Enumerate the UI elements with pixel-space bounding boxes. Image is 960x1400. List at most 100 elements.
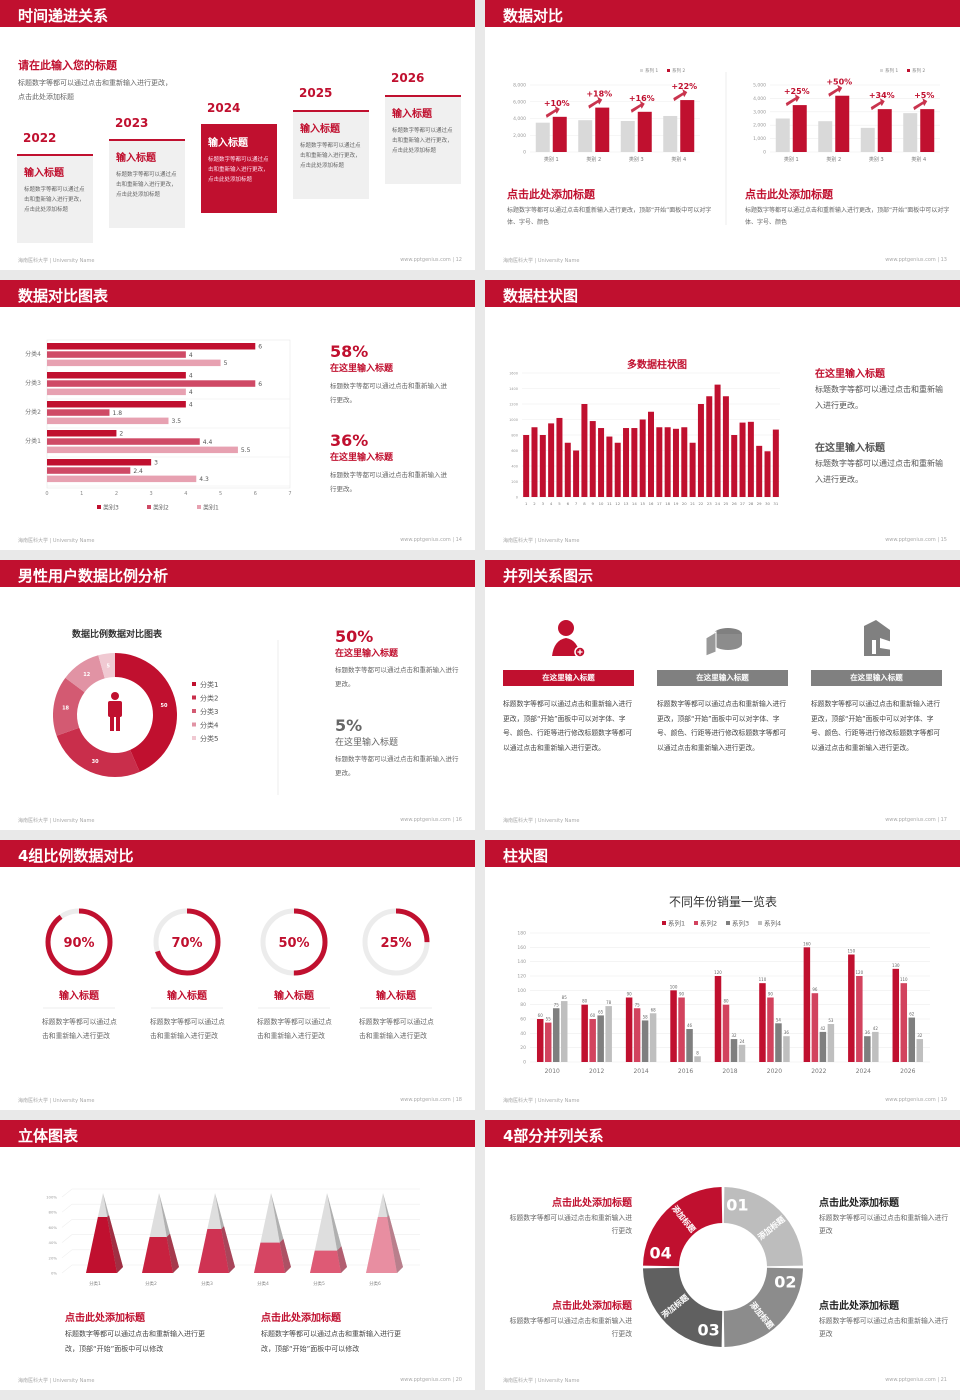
cycle-segment: [643, 1267, 723, 1347]
x-tick-label: 26: [732, 501, 737, 506]
bar: [47, 359, 221, 367]
footer-university: 海南医科大学 | University Name: [503, 538, 580, 544]
ring-title: 输入标题: [376, 989, 417, 1002]
ring-progress: [362, 908, 430, 976]
x-tick-label: 13: [624, 501, 629, 506]
step-card[interactable]: 输入标题 标题数字等都可以通过点击和重新输入进行更改，点击此处添加标题: [293, 110, 369, 199]
bar: [623, 428, 630, 497]
growth-label: +50%: [826, 78, 852, 87]
step-text: 标题数字等都可以通过点击和重新输入进行更改，点击此处添加标题: [116, 172, 177, 198]
x-tick-label: 28: [748, 501, 753, 506]
bar: [573, 450, 580, 497]
step-text: 标题数字等都可以通过点击和重新输入进行更改，点击此处添加标题: [300, 143, 361, 169]
slice-label: 30: [92, 759, 99, 765]
icon-leg: [110, 715, 114, 731]
y-tick-label: 20: [520, 1045, 526, 1051]
stat-text: 标题数字等都可以通过点击和重新输入进行更改。: [335, 755, 459, 777]
x-tick-label: 类别 1: [784, 156, 799, 163]
column-title-bar[interactable]: 在这里输入标题: [811, 670, 942, 686]
arrow-icon: [828, 84, 843, 97]
building: [864, 620, 890, 656]
footer-url: www.pptgenius.com: [400, 817, 451, 823]
pyramid-shade: [387, 1215, 403, 1273]
column-title-bar[interactable]: 在这里输入标题: [657, 670, 788, 686]
legend-label: 系列 1: [645, 67, 658, 74]
bar: [47, 388, 186, 396]
data-label: 4.4: [203, 439, 213, 446]
data-label: 54: [776, 1017, 782, 1022]
legend-swatch: [758, 921, 762, 925]
stat-title: 在这里输入标题: [330, 364, 394, 374]
arrow-icon: [870, 98, 885, 111]
data-label: 55: [546, 1017, 552, 1022]
bar: [598, 428, 605, 497]
x-tick-label: 31: [773, 501, 778, 506]
arrow-icon: [545, 105, 560, 118]
column-title-bar[interactable]: 在这里输入标题: [503, 670, 634, 686]
slide-header: 立体图表: [0, 1120, 475, 1147]
step-card[interactable]: 输入标题 标题数字等都可以通过点击和重新输入进行更改，点击此处添加标题: [385, 95, 461, 184]
data-label: 120: [714, 970, 722, 975]
slide-header: 数据对比图表: [0, 280, 475, 307]
data-label: 110: [900, 977, 908, 982]
page-number: 19: [940, 1097, 947, 1103]
step-card[interactable]: 输入标题 标题数字等都可以通过点击和重新输入进行更改，点击此处添加标题: [17, 154, 93, 243]
footer-university: 海南医科大学 | University Name: [503, 818, 580, 824]
stat-text: 标题数字等都可以通过点击和重新输入进行更改。: [330, 471, 447, 493]
footer-right: www.pptgenius.com | 15: [885, 537, 947, 543]
bar: [686, 1029, 693, 1062]
x-tick-label: 1: [80, 491, 83, 497]
x-tick-label: 5: [558, 501, 561, 506]
x-tick-label: 类别 4: [911, 156, 926, 163]
slide-title: 数据柱状图: [503, 287, 579, 305]
x-tick-label: 21: [690, 501, 695, 506]
footer-university: 海南医科大学 | University Name: [503, 1378, 580, 1384]
slide-12: 时间递进关系 海南医科大学 | University Name www.pptgen…: [0, 0, 475, 270]
bar: [589, 421, 596, 497]
female-user-add-icon: [552, 620, 586, 658]
stat-title: 在这里输入标题: [335, 738, 399, 748]
x-tick-label: 2024: [856, 1068, 871, 1075]
x-tick-label: 2020: [767, 1068, 782, 1075]
block-title: 点击此处添加标题: [552, 1301, 632, 1312]
pyramid-shade: [107, 1215, 123, 1273]
data-label: 3: [154, 460, 158, 467]
footer-right: www.pptgenius.com | 12: [400, 257, 462, 263]
y-tick-label: 60%: [49, 1225, 58, 1230]
block-title: 点击此处添加标题: [819, 1198, 899, 1209]
category-label: 分类1: [25, 437, 41, 445]
slide-header: 4部分并列关系: [485, 1120, 960, 1147]
data-label: 75: [635, 1002, 641, 1007]
x-tick-label: 3: [150, 491, 153, 497]
arrow-icon: [630, 100, 645, 113]
footer-right: www.pptgenius.com | 18: [400, 1097, 462, 1103]
bar: [860, 127, 875, 152]
y-tick-label: 6,000: [513, 99, 526, 105]
bar: [560, 1001, 568, 1062]
ring-text: 标题数字等都可以通过点击和重新输入进行更改: [150, 1018, 225, 1040]
stat-title: 在这里输入标题: [335, 649, 399, 659]
footer-sep: |: [935, 1097, 941, 1103]
footer-right: www.pptgenius.com | 21: [885, 1377, 947, 1383]
legend-swatch: [192, 695, 196, 700]
bar: [819, 1031, 827, 1062]
x-tick-label: 0: [45, 491, 48, 497]
x-tick-label: 类别 3: [869, 156, 884, 163]
x-tick-label: 27: [740, 501, 745, 506]
growth-label: +22%: [671, 82, 697, 91]
gridline: [61, 1234, 420, 1243]
pyramid-fill-side: [221, 1226, 235, 1273]
data-label: 5: [224, 360, 228, 367]
ring-percent: 25%: [380, 936, 411, 951]
bar: [670, 990, 677, 1062]
footer-sep: |: [935, 257, 941, 263]
chart-title: 不同年份销量一览表: [669, 894, 777, 909]
bar: [548, 423, 555, 497]
step-card[interactable]: 输入标题 标题数字等都可以通过点击和重新输入进行更改，点击此处添加标题: [109, 139, 185, 228]
x-tick-label: 2012: [589, 1068, 604, 1075]
arrow-icon: [785, 94, 800, 107]
x-tick-label: 10: [599, 501, 604, 506]
bar: [595, 107, 610, 152]
step-card[interactable]: 输入标题 标题数字等都可以通过点击和重新输入进行更改，点击此处添加标题: [201, 124, 277, 213]
bar: [864, 1036, 871, 1062]
